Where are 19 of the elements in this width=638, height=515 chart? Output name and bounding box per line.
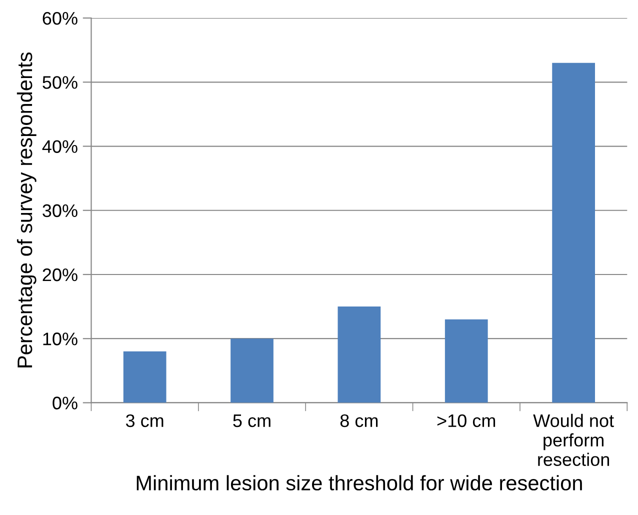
y-tick-label: 30% <box>42 204 78 218</box>
y-tick-label: 10% <box>43 332 78 346</box>
bar <box>123 351 166 403</box>
y-tick-label: 20% <box>42 268 78 282</box>
bar <box>552 62 595 403</box>
y-axis-title: Percentage of survey respondents <box>16 52 36 368</box>
bar <box>444 319 488 403</box>
x-axis-title: Minimum lesion size threshold for wide resection <box>136 475 582 490</box>
y-tick-label: 60% <box>42 12 78 25</box>
y-tick-label: 50% <box>42 76 78 89</box>
x-tick-label: 5 cm <box>233 414 270 428</box>
x-tick-label: 3 cm <box>126 414 164 428</box>
x-tick-label: 8 cm <box>340 414 378 428</box>
x-tick-label: >10 cm <box>437 414 496 428</box>
bar <box>338 306 381 403</box>
y-tick-label: 40% <box>42 140 78 153</box>
x-tick-label: Would not perform resection <box>533 414 614 466</box>
y-tick-label: 0% <box>52 396 78 410</box>
bar <box>230 338 274 403</box>
